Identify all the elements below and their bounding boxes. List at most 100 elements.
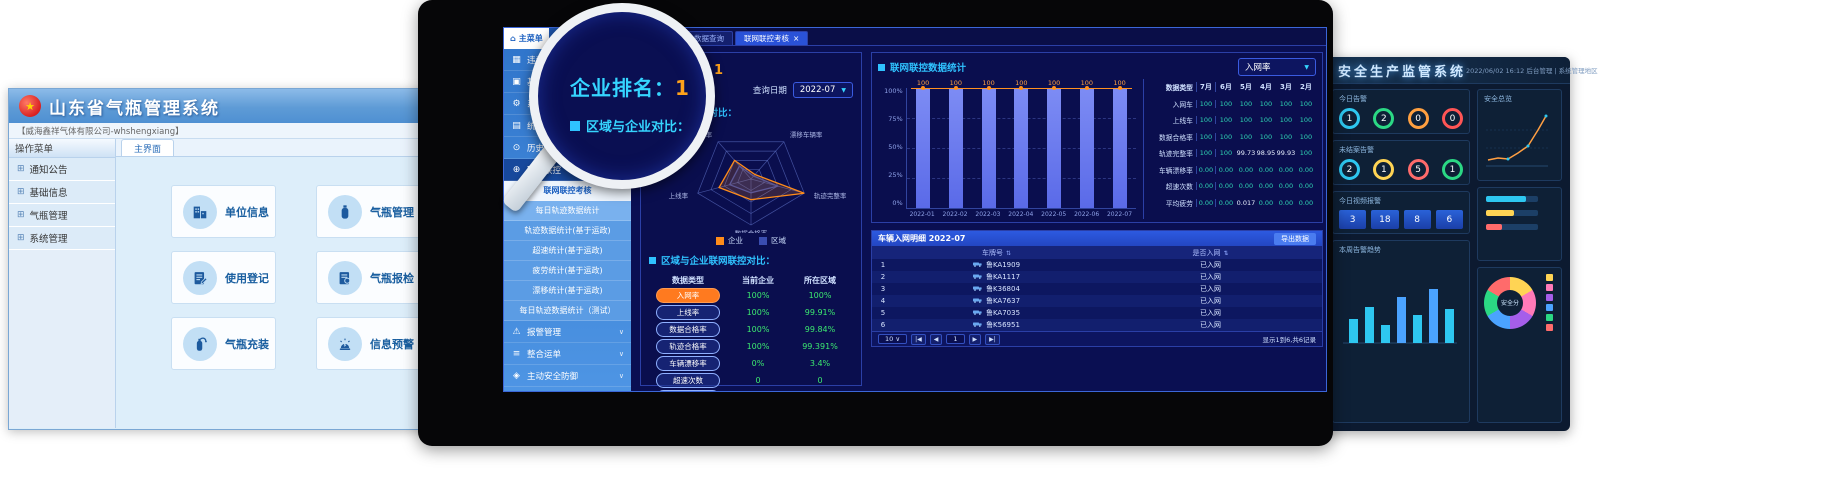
launcher-card-气瓶充装[interactable]: 气瓶充装 <box>171 317 276 370</box>
monthly-row-label: 入网车 <box>1172 100 1193 109</box>
monthly-row-超速次数: 超速次数 0.00 0.00 0.00 0.00 0.00 0.00 <box>1150 178 1316 195</box>
table-row-鲁KA7035[interactable]: 5 鲁KA7035 已入网 <box>872 307 1322 319</box>
query-date-label: 查询日期 <box>752 86 787 96</box>
content-tab-label: 数据查询 <box>694 34 724 43</box>
alarm-count-ring: 1 <box>1339 108 1360 129</box>
detail-col-是否入网[interactable]: 是否入网 ⇅ <box>1099 248 1322 258</box>
company-value: 100% <box>746 308 770 317</box>
query-date-select[interactable]: 2022-07 ▼ <box>792 82 853 98</box>
plate-cell: 鲁K36804 <box>894 284 1099 294</box>
next-page-button[interactable]: ▶ <box>968 333 982 345</box>
table-row-鲁K56951[interactable]: 6 鲁K56951 已入网 <box>872 319 1322 331</box>
monthly-row-上线车: 上线车 100 100 100 100 100 100 <box>1150 112 1316 129</box>
y-tick: 25% <box>888 171 903 179</box>
menu-item-扩展服务管理[interactable]: ↔扩展服务管理∨ <box>504 387 631 391</box>
metric-button-轨迹合格率[interactable]: 轨迹合格率 <box>656 339 720 354</box>
alarm-count-ring: 1 <box>1373 159 1395 180</box>
monthly-col-数据类型: 数据类型 <box>1165 84 1193 93</box>
submenu-item-每日轨迹数据统计（测试）[interactable]: 每日轨迹数据统计（测试） <box>504 301 631 321</box>
compare-row-数据合格率: 数据合格率 100% 99.84% <box>649 321 853 338</box>
sidebar-item-label: 通知公告 <box>29 165 68 176</box>
table-row-鲁K36804[interactable]: 3 鲁K36804 已入网 <box>872 283 1322 295</box>
table-row-鲁KA7637[interactable]: 4 鲁KA7637 已入网 <box>872 295 1322 307</box>
overview-label: 安全总览 <box>1484 95 1512 103</box>
metric-button-上线率[interactable]: 上线率 <box>656 305 720 320</box>
monthly-col-4月: 4月 <box>1260 83 1272 92</box>
radar-axis-label: 上线率 <box>669 191 689 200</box>
monthly-stats-table: 数据类型 7月 6月 5月 4月 3月 2月 入网车 100 100 100 100 100 100 上线车… <box>1150 79 1316 219</box>
monthly-value: 0.00 <box>1258 165 1274 174</box>
page-number-input[interactable]: 1 <box>946 334 965 344</box>
risk-list-panel <box>1477 187 1562 261</box>
legend-swatch <box>716 236 724 245</box>
radar-axis-label: 漂移车辆率 <box>790 130 823 139</box>
menu-item-报警管理[interactable]: ⚠ 报警管理 ∨ <box>504 321 631 343</box>
tab-main-screen[interactable]: 主界面 <box>121 139 175 156</box>
first-page-button[interactable]: |◀ <box>911 333 926 345</box>
bar-value-label: 100 <box>1080 79 1094 87</box>
region-value: 99.391% <box>802 342 838 351</box>
monthly-value: 100 <box>1195 149 1216 158</box>
launcher-card-气瓶管理[interactable]: 气瓶管理 <box>316 185 421 238</box>
filling-icon <box>183 326 217 361</box>
launcher-card-气瓶报检[interactable]: 气瓶报检 <box>316 251 421 304</box>
table-row-鲁KA1909[interactable]: 1 鲁KA1909 已入网 <box>872 259 1322 271</box>
metric-button-数据合格率[interactable]: 数据合格率 <box>656 322 720 337</box>
magnified-enterprise-rank: 企业排名：1 <box>570 76 690 100</box>
monthly-value: 0.00 <box>1258 182 1274 191</box>
close-icon[interactable]: × <box>793 34 800 43</box>
plate-cell: 鲁KA7035 <box>894 308 1099 318</box>
submenu-item-超速统计(基于运政)[interactable]: 超速统计(基于运政) <box>504 241 631 261</box>
metric-select[interactable]: 入网率 ▼ <box>1238 58 1316 76</box>
sidebar-item-气瓶管理[interactable]: ⊞ 气瓶管理 <box>9 204 115 227</box>
content-tab-联网联控考核-2[interactable]: 联网联控考核 × <box>735 31 809 45</box>
monthly-header-row: 数据类型 7月 6月 5月 4月 3月 2月 <box>1150 79 1316 96</box>
menu-item-整合运单[interactable]: ≡ 整合运单 ∨ <box>504 343 631 365</box>
menu-item-label: 整合运单 <box>527 349 562 360</box>
monthly-value: 100 <box>1219 132 1233 141</box>
building-icon <box>183 194 217 229</box>
monthly-value: 100 <box>1239 132 1253 141</box>
detail-col-车牌号[interactable]: 车牌号 ⇅ <box>894 248 1099 258</box>
card-label: 使用登记 <box>225 271 269 285</box>
export-button[interactable]: 导出数据 <box>1274 232 1316 245</box>
metric-button-超速次数[interactable]: 超速次数 <box>656 373 720 388</box>
risk-bars-chart <box>1486 196 1538 230</box>
sidebar-item-系统管理[interactable]: ⊞ 系统管理 <box>9 227 115 250</box>
last-page-button[interactable]: ▶| <box>985 333 1000 345</box>
sidebar-tab-主菜单[interactable]: ⌂ 主菜单 <box>504 28 549 49</box>
x-tick: 2022-01 <box>909 210 935 218</box>
metric-button-平均疲劳[interactable]: 平均疲劳 <box>656 390 720 391</box>
vehicle-icon <box>972 309 982 317</box>
chevron-down-icon: ▼ <box>841 86 846 94</box>
x-tick: 2022-02 <box>942 210 968 218</box>
register-icon <box>183 260 217 295</box>
menu-item-主动安全防御[interactable]: ◈ 主动安全防御 ∨ <box>504 365 631 387</box>
sort-icon[interactable]: ⇅ <box>1223 249 1229 257</box>
bar-2022-03: 100 <box>981 79 996 208</box>
sidebar-tab-label: 主菜单 <box>518 34 543 43</box>
submenu-item-每日轨迹数据统计[interactable]: 每日轨迹数据统计 <box>504 201 631 221</box>
launcher-card-使用登记[interactable]: 使用登记 <box>171 251 276 304</box>
launcher-card-信息预警[interactable]: 信息预警 <box>316 317 421 370</box>
prev-page-button[interactable]: ◀ <box>929 333 943 345</box>
metric-button-车辆漂移率[interactable]: 车辆漂移率 <box>656 356 720 371</box>
today-alarm-label: 今日告警 <box>1339 95 1367 103</box>
monthly-value: 100 <box>1195 132 1216 141</box>
table-row-鲁KA1117[interactable]: 2 鲁KA1117 已入网 <box>872 271 1322 283</box>
row-index: 6 <box>880 321 886 329</box>
section-bullet-icon <box>570 120 580 131</box>
page-size-select[interactable]: 10 ∨ <box>878 334 908 344</box>
metric-button-入网率[interactable]: 入网率 <box>656 288 720 303</box>
bar-2022-05: 100 <box>1047 79 1062 208</box>
week-trend-label: 本周告警趋势 <box>1339 246 1381 254</box>
sort-icon[interactable]: ⇅ <box>1005 249 1012 257</box>
monthly-row-车辆漂移率: 车辆漂移率 0.00 0.00 0.00 0.00 0.00 0.00 <box>1150 162 1316 179</box>
submenu-item-轨迹数据统计(基于运政)[interactable]: 轨迹数据统计(基于运政) <box>504 221 631 241</box>
submenu-item-漂移统计(基于运政)[interactable]: 漂移统计(基于运政) <box>504 281 631 301</box>
sidebar-item-通知公告[interactable]: ⊞ 通知公告 <box>9 158 115 181</box>
launcher-card-单位信息[interactable]: 单位信息 <box>171 185 276 238</box>
submenu-item-疲劳统计(基于运政)[interactable]: 疲劳统计(基于运政) <box>504 261 631 281</box>
sidebar-item-基础信息[interactable]: ⊞ 基础信息 <box>9 181 115 204</box>
